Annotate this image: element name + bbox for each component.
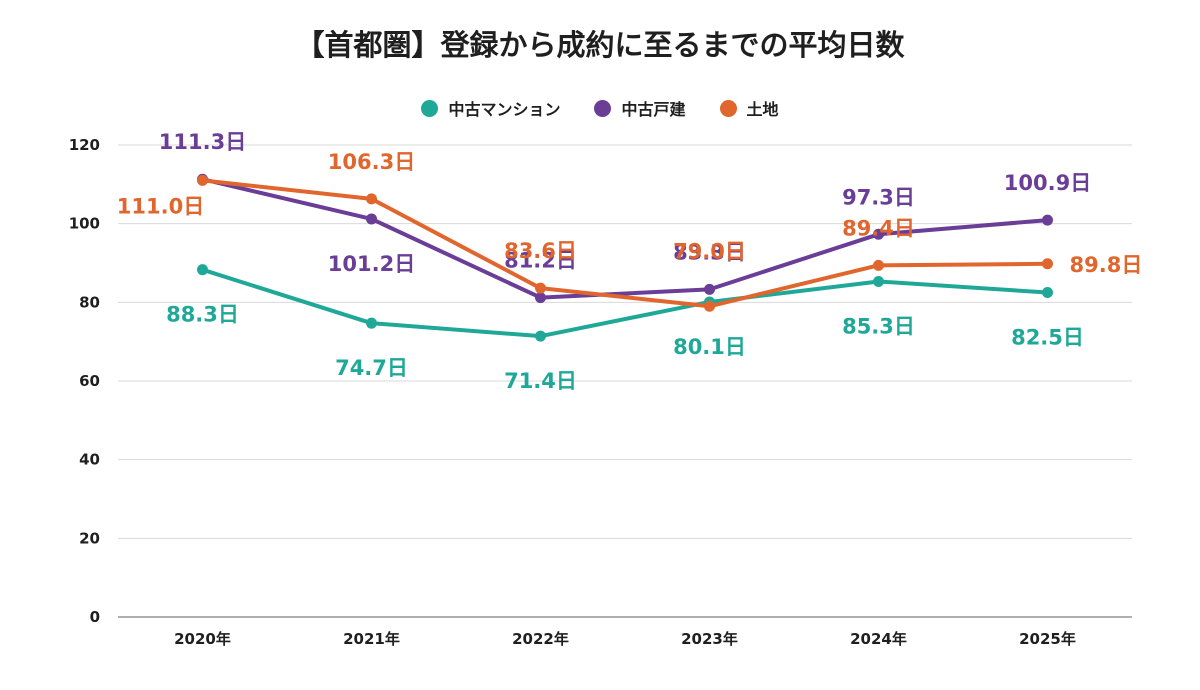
data-point xyxy=(535,292,546,304)
data-point xyxy=(535,282,546,294)
data-label: 97.3日 xyxy=(842,185,915,209)
legend-swatch-condo xyxy=(421,99,439,117)
y-tick-label: 120 xyxy=(69,136,100,154)
data-label: 111.0日 xyxy=(117,194,204,218)
data-label: 101.2日 xyxy=(328,252,415,276)
x-axis-ticks: 2020年 2021年 2022年 2023年 2024年 2025年 xyxy=(174,630,1076,648)
data-label: 111.3日 xyxy=(159,130,246,154)
data-point xyxy=(1042,287,1053,298)
legend-item-land: 土地 xyxy=(719,96,779,120)
data-label: 81.2日 xyxy=(504,249,577,273)
series-line xyxy=(200,178,1050,309)
data-point xyxy=(704,300,715,312)
chart-title: 【首都圏】登録から成約に至るまでの平均日数 xyxy=(295,28,905,62)
legend: 中古マンション 中古戸建 土地 xyxy=(0,96,1200,120)
y-tick-label: 20 xyxy=(79,529,100,547)
legend-item-condo: 中古マンション xyxy=(421,96,560,120)
x-tick-label: 2021年 xyxy=(343,630,400,648)
series-line xyxy=(200,267,1050,339)
data-point xyxy=(704,283,715,295)
gridlines xyxy=(118,144,1132,618)
x-tick-label: 2023年 xyxy=(681,630,738,648)
series-lines xyxy=(200,177,1050,339)
y-tick-label: 60 xyxy=(79,372,100,390)
y-tick-label: 100 xyxy=(69,215,100,233)
series-points xyxy=(197,173,1053,342)
data-point xyxy=(197,264,208,276)
legend-item-house: 中古戸建 xyxy=(594,96,686,120)
y-tick-label: 80 xyxy=(79,293,100,311)
x-tick-label: 2024年 xyxy=(850,630,907,648)
data-label: 106.3日 xyxy=(328,150,415,174)
legend-label-condo: 中古マンション xyxy=(448,100,561,119)
data-labels: 88.3日 74.7日 71.4日 80.1日 85.3日 82.5日 111.3日 101.… xyxy=(117,130,1143,393)
legend-label-land: 土地 xyxy=(746,100,779,119)
data-label: 82.5日 xyxy=(1011,326,1084,350)
legend-swatch-house xyxy=(594,99,612,117)
y-axis-ticks: 0 20 40 60 80 100 120 xyxy=(69,136,100,626)
x-tick-label: 2025年 xyxy=(1019,630,1076,648)
data-point xyxy=(873,228,884,240)
data-label: 85.3日 xyxy=(842,314,915,338)
series-line xyxy=(200,177,1050,300)
data-label: 89.8日 xyxy=(1070,253,1143,277)
data-point xyxy=(197,174,208,186)
x-tick-label: 2020年 xyxy=(174,630,231,648)
data-point xyxy=(366,213,377,225)
data-label: 74.7日 xyxy=(335,356,408,380)
data-point xyxy=(366,317,377,329)
data-label: 80.1日 xyxy=(673,335,746,359)
y-tick-label: 40 xyxy=(79,451,100,469)
data-point xyxy=(1042,258,1053,270)
data-point xyxy=(366,193,377,205)
legend-swatch-land xyxy=(719,99,737,117)
data-label: 89.4日 xyxy=(842,216,915,240)
data-label: 83.6日 xyxy=(504,239,577,263)
data-label: 88.3日 xyxy=(166,303,239,327)
x-tick-label: 2022年 xyxy=(512,630,569,648)
data-point xyxy=(535,330,546,342)
data-label: 79.0日 xyxy=(673,239,746,263)
data-point xyxy=(1042,214,1053,226)
data-label: 71.4日 xyxy=(504,369,577,393)
data-label: 100.9日 xyxy=(1004,171,1091,195)
data-label: 83.3日 xyxy=(673,240,746,264)
data-point xyxy=(873,275,884,287)
y-tick-label: 0 xyxy=(90,608,100,626)
legend-label-house: 中古戸建 xyxy=(621,100,686,119)
data-point xyxy=(873,259,884,271)
